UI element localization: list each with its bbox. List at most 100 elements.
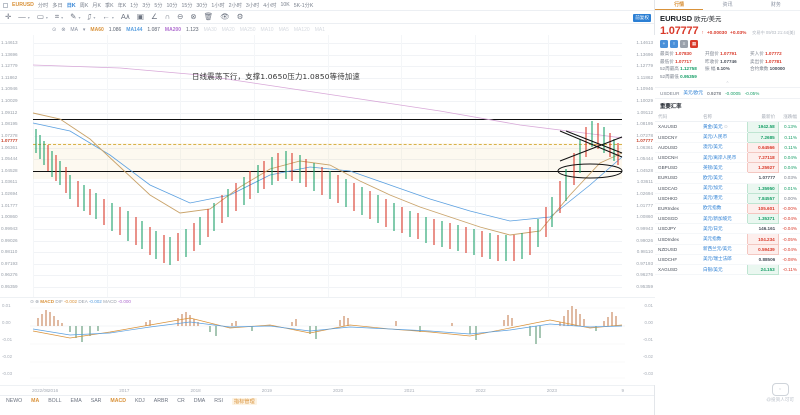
tab-2hour[interactable]: 2小时 bbox=[228, 2, 242, 9]
tab-niank[interactable]: 年K bbox=[117, 2, 127, 9]
circle-minus-icon[interactable]: ⊖ bbox=[177, 12, 184, 22]
rate-name[interactable]: 黄金/美元 ⊙ bbox=[699, 121, 748, 133]
tab-jik[interactable]: 季K bbox=[104, 2, 114, 9]
rate-name[interactable]: 欧元指数 bbox=[699, 203, 748, 215]
macd-panel[interactable]: ⊙ ⊗ MACD DIF -0.002 DEA -0.002 MACD -0.0… bbox=[0, 297, 655, 385]
table-row[interactable]: USDHKD 美元/港元 7.84557 0.00% bbox=[655, 192, 800, 204]
table-row[interactable]: USDSGD 美元/新加坡元 1.35371 -0.04% bbox=[655, 213, 800, 225]
tab-quotes[interactable]: 行情 bbox=[655, 0, 704, 10]
tab-yuek[interactable]: 月K bbox=[92, 2, 101, 9]
ma-dim-3[interactable]: MA250 bbox=[239, 26, 256, 33]
pin-icon[interactable]: ⊙ bbox=[722, 123, 728, 129]
table-row[interactable]: GBPUSD 英镑/美元 1.25927 0.04% bbox=[655, 162, 800, 174]
magnet-icon[interactable]: ⎎ bbox=[87, 12, 92, 22]
tab-1hour[interactable]: 1小时 bbox=[211, 2, 225, 9]
price-plot[interactable]: 日线震荡下行，支撑1.0650压力1.0850等待加速 1.14613 1.136… bbox=[0, 35, 655, 297]
col-name[interactable]: 名称 bbox=[699, 112, 748, 123]
col-price[interactable]: 最新价 bbox=[747, 112, 779, 123]
angle-icon[interactable]: ∠ bbox=[150, 12, 158, 22]
rate-name[interactable]: 白银/美元 bbox=[699, 264, 748, 276]
indicator-ma[interactable]: MA bbox=[31, 398, 40, 404]
col-code[interactable]: 代码 bbox=[655, 112, 700, 123]
col-change[interactable]: 涨跌幅 bbox=[778, 112, 800, 123]
brush-icon[interactable]: ✎ bbox=[70, 12, 77, 22]
ma-dim-7[interactable]: MA1 bbox=[314, 26, 325, 33]
visibility-icon[interactable]: 👁 bbox=[220, 12, 230, 22]
chevron-down-icon[interactable]: ▾ bbox=[45, 14, 48, 20]
table-row[interactable]: USDJPY 美元/日元 146.161 -0.04% bbox=[655, 223, 800, 235]
indicator-dma[interactable]: DMA bbox=[193, 398, 206, 404]
chevron-down-icon[interactable]: ▾ bbox=[61, 14, 64, 20]
table-row[interactable]: AUDUSD 澳元/美元 0.64566 0.11% bbox=[655, 141, 800, 153]
add-to-list-icon[interactable]: + bbox=[660, 40, 668, 48]
chevron-down-icon[interactable]: ▾ bbox=[82, 26, 86, 33]
tab-30min[interactable]: 30分 bbox=[196, 2, 208, 9]
tab-10k[interactable]: 10K bbox=[280, 2, 290, 8]
period-tab-bar[interactable]: EURUSD 分时 多日 日K 周K 月K 季K 年K 1分 3分 5分 10分… bbox=[0, 0, 654, 11]
ma-dim-6[interactable]: MA120 bbox=[293, 26, 310, 33]
indicator-arbr[interactable]: ARBR bbox=[153, 398, 169, 404]
horizontal-line-icon[interactable]: — bbox=[18, 12, 26, 22]
indicator-newo[interactable]: NEWO bbox=[6, 398, 23, 404]
chevron-down-icon[interactable]: ▾ bbox=[78, 14, 81, 20]
tab-4hour[interactable]: 4小时 bbox=[263, 2, 277, 9]
indicator-manage-button[interactable]: 指标管理 bbox=[231, 397, 257, 405]
rate-code[interactable]: EURIndex bbox=[655, 203, 700, 215]
text-icon[interactable]: A٨ bbox=[120, 12, 130, 22]
rate-code[interactable]: USDCAD bbox=[655, 183, 700, 194]
indicator-rsi[interactable]: RSI bbox=[214, 398, 223, 404]
table-row[interactable]: USDCNY 美元/人民币 7.2685 0.11% bbox=[655, 131, 800, 143]
table-row[interactable]: XAUUSD 黄金/美元 ⊙ 1942.58 0.13% bbox=[655, 121, 800, 133]
rate-code[interactable]: XAGUSD bbox=[655, 264, 700, 276]
table-row[interactable]: XAGUSD 白银/美元 24.153 -0.11% bbox=[655, 263, 800, 276]
tab-duori[interactable]: 多日 bbox=[52, 2, 63, 9]
ma-dim-2[interactable]: MA20 bbox=[221, 26, 235, 33]
tab-fenshi[interactable]: 分时 bbox=[37, 2, 49, 9]
collapse-toggle[interactable]: ⌃ bbox=[725, 81, 730, 88]
rate-name[interactable]: 美元/离岸人民币 bbox=[699, 152, 748, 164]
rate-code[interactable]: EURUSD bbox=[655, 172, 700, 184]
rate-name[interactable]: 美元指数 bbox=[699, 233, 748, 245]
tab-15min[interactable]: 15分 bbox=[181, 2, 193, 9]
ma-dim-1[interactable]: MA30 bbox=[203, 26, 217, 33]
table-row[interactable]: USDCNH 美元/离岸人民币 7.27118 0.04% bbox=[655, 151, 800, 164]
table-row[interactable]: USDCHF 美元/瑞士法郎 0.88506 -0.08% bbox=[655, 254, 800, 266]
ma-dim-4[interactable]: MA10 bbox=[260, 26, 274, 33]
quote-action-icons[interactable]: + ! ≡ ▦ bbox=[655, 38, 800, 51]
rate-name[interactable]: 美元/人民币 bbox=[699, 132, 748, 143]
arc-icon[interactable]: ∩ bbox=[164, 12, 171, 22]
rate-name[interactable]: 美元/港元 bbox=[699, 193, 748, 204]
tab-zhouk[interactable]: 周K bbox=[79, 2, 89, 9]
rate-name[interactable]: 美元/加元 bbox=[699, 183, 748, 194]
rate-name[interactable]: 新西兰元/美元 bbox=[699, 244, 748, 255]
rate-code[interactable]: AUDUSD bbox=[655, 142, 700, 153]
arrow-icon[interactable]: ← bbox=[102, 12, 110, 22]
table-row[interactable]: EURIndex 欧元指数 105.601 -0.00% bbox=[655, 202, 800, 215]
drawing-toolbar[interactable]: ✛ — ▾ ▭ ▾ ⌗ ▾ ✎ ▾ ⎎ ▾ ← ▾ A٨ ▣ ∠ ∩ ⊖ ⊗ 🗑… bbox=[0, 11, 654, 24]
rate-code[interactable]: USDIndex bbox=[655, 233, 700, 245]
circle-x-icon[interactable]: ⊗ bbox=[190, 12, 197, 22]
chevron-down-icon[interactable]: ▾ bbox=[93, 14, 96, 20]
rate-code[interactable]: USDCNY bbox=[655, 132, 700, 143]
restore-rights-button[interactable]: 前复权 bbox=[633, 14, 651, 22]
rate-code[interactable]: GBPUSD bbox=[655, 162, 700, 174]
indicator-toolbar[interactable]: NEWO MA BOLL EMA SAR MACD KDJ ARBR CR DM… bbox=[0, 395, 654, 406]
table-row[interactable]: EURUSD 欧元/美元 1.07777 0.03% bbox=[655, 172, 800, 184]
rate-code[interactable]: USDHKD bbox=[655, 193, 700, 204]
rate-code[interactable]: USDCNH bbox=[655, 152, 700, 164]
chevron-down-icon[interactable]: ▾ bbox=[27, 14, 30, 20]
tab-rik[interactable]: 日K bbox=[66, 2, 76, 9]
fib-icon[interactable]: ⌗ bbox=[54, 12, 60, 22]
compare-icon[interactable]: ≡ bbox=[680, 40, 688, 48]
note-icon[interactable]: ▣ bbox=[136, 12, 144, 22]
rate-code[interactable]: USDJPY bbox=[655, 223, 700, 235]
table-row[interactable]: USDCAD 美元/加元 1.35950 0.01% bbox=[655, 182, 800, 194]
checkbox-icon[interactable] bbox=[3, 2, 8, 8]
inverse-pair-row[interactable]: USDEUR 美元/欧元 0.9278 -0.0005 -0.05% bbox=[655, 87, 800, 100]
rate-code[interactable]: USDCHF bbox=[655, 254, 700, 266]
indicator-boll[interactable]: BOLL bbox=[48, 398, 62, 404]
rate-code[interactable]: NZDUSD bbox=[655, 244, 700, 255]
calendar-icon[interactable]: ▦ bbox=[690, 40, 698, 48]
rate-name[interactable]: 美元/日元 bbox=[699, 223, 748, 235]
ma-settings-icon[interactable]: ⊙ bbox=[52, 26, 57, 33]
